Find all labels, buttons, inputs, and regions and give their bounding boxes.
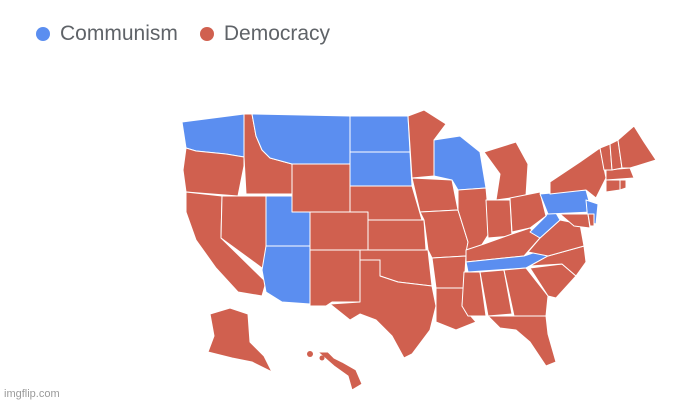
legend-item-democracy[interactable]: Democracy xyxy=(199,22,331,46)
map-legend: Communism Democracy xyxy=(36,22,330,46)
state-nm[interactable] xyxy=(309,249,361,307)
state-hi[interactable] xyxy=(317,351,363,391)
state-co[interactable] xyxy=(309,211,369,251)
state-nd[interactable] xyxy=(349,115,411,153)
state-me[interactable] xyxy=(617,125,657,169)
state-md[interactable] xyxy=(559,213,591,229)
legend-label-communism: Communism xyxy=(60,22,178,45)
state-sd[interactable] xyxy=(349,151,413,187)
state-de[interactable] xyxy=(587,213,595,227)
state-ak[interactable] xyxy=(207,307,273,373)
state-ms[interactable] xyxy=(461,271,487,317)
state-ma[interactable] xyxy=(605,167,635,181)
state-ar[interactable] xyxy=(431,255,467,289)
hi-island-1 xyxy=(307,351,313,357)
state-oh[interactable] xyxy=(509,191,547,233)
legend-label-democracy: Democracy xyxy=(223,22,331,45)
state-ri[interactable] xyxy=(619,179,627,191)
state-in[interactable] xyxy=(485,199,513,239)
state-tx[interactable] xyxy=(329,259,437,359)
hi-island-2 xyxy=(319,355,325,361)
state-az[interactable] xyxy=(261,245,311,305)
state-ia[interactable] xyxy=(411,177,459,213)
state-wy[interactable] xyxy=(291,163,351,213)
state-fl[interactable] xyxy=(487,315,557,367)
state-mi[interactable] xyxy=(483,141,529,201)
state-ks[interactable] xyxy=(367,219,427,251)
legend-item-communism[interactable]: Communism xyxy=(36,22,178,46)
state-ny[interactable] xyxy=(549,147,607,199)
state-or[interactable] xyxy=(182,147,245,197)
state-al[interactable] xyxy=(479,269,513,317)
legend-dot-communism xyxy=(36,27,50,41)
state-pa[interactable] xyxy=(539,189,593,215)
state-ct[interactable] xyxy=(605,179,621,193)
watermark: imgflip.com xyxy=(4,388,60,400)
state-ga[interactable] xyxy=(503,267,549,317)
legend-dot-democracy xyxy=(199,27,214,41)
